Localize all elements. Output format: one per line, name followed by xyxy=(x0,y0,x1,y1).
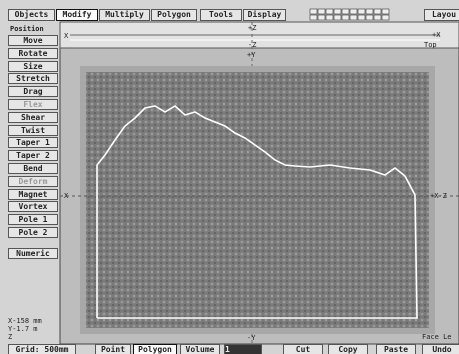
viewport-label: +Z xyxy=(248,24,256,32)
layer-cell[interactable] xyxy=(358,9,365,14)
layer-cell[interactable] xyxy=(350,9,357,14)
layer-cell[interactable] xyxy=(382,15,389,20)
coordinate-readout: Y-1.7 m xyxy=(8,325,38,333)
action-button[interactable]: Paste xyxy=(376,344,416,354)
tool-button[interactable]: Taper 2 xyxy=(8,150,58,161)
layer-cell[interactable] xyxy=(318,9,325,14)
layer-cell[interactable] xyxy=(334,9,341,14)
menu-tab[interactable]: Modify xyxy=(56,9,98,21)
numeric-button[interactable]: Numeric xyxy=(8,248,58,259)
viewport-label: +X xyxy=(432,31,440,39)
viewport-label: +Y xyxy=(247,51,255,59)
layer-cell[interactable] xyxy=(358,15,365,20)
layer-cell[interactable] xyxy=(374,15,381,20)
tool-button[interactable]: Vortex xyxy=(8,201,58,212)
layer-cell[interactable] xyxy=(326,15,333,20)
layer-cell[interactable] xyxy=(342,15,349,20)
menu-tab[interactable]: Polygon xyxy=(151,9,197,21)
layer-field[interactable]: 1 xyxy=(224,344,262,354)
tool-button[interactable]: Pole 1 xyxy=(8,214,58,225)
tool-group-label: Position xyxy=(10,25,44,33)
viewport-label: Face Le xyxy=(422,333,452,341)
coordinate-readout: Z xyxy=(8,333,12,341)
tool-button[interactable]: Pole 2 xyxy=(8,227,58,238)
layer-cell[interactable] xyxy=(374,9,381,14)
grid-size: Grid: 500mm xyxy=(8,344,76,354)
viewport-label: X xyxy=(64,192,68,200)
mode-button[interactable]: Polygon xyxy=(133,344,177,354)
tool-button[interactable]: Bend xyxy=(8,163,58,174)
action-button[interactable]: Undo xyxy=(422,344,459,354)
tool-button[interactable]: Taper 1 xyxy=(8,137,58,148)
layer-cell[interactable] xyxy=(334,15,341,20)
tool-button[interactable]: Shear xyxy=(8,112,58,123)
viewport-label: -Y xyxy=(247,334,255,342)
viewport-label: X xyxy=(64,32,68,40)
viewport-label: +X-Z xyxy=(430,192,447,200)
layout-button[interactable]: Layou xyxy=(424,9,459,21)
tool-button[interactable]: Stretch xyxy=(8,73,58,84)
menu-tab[interactable]: Display xyxy=(243,9,286,21)
mode-button[interactable]: Volume xyxy=(180,344,220,354)
tool-button[interactable]: Rotate xyxy=(8,48,58,59)
layer-cell[interactable] xyxy=(382,9,389,14)
layer-cell[interactable] xyxy=(326,9,333,14)
viewport-label: -Z xyxy=(248,41,256,49)
viewport-label: Top xyxy=(424,41,437,49)
layer-cell[interactable] xyxy=(366,9,373,14)
layer-cell[interactable] xyxy=(350,15,357,20)
tool-button[interactable]: Magnet xyxy=(8,189,58,200)
action-button[interactable]: Cut xyxy=(283,344,323,354)
tool-button[interactable]: Move xyxy=(8,35,58,46)
layer-grid[interactable] xyxy=(310,9,389,20)
tool-button[interactable]: Twist xyxy=(8,125,58,136)
viewport xyxy=(0,0,459,354)
layer-cell[interactable] xyxy=(310,15,317,20)
action-button[interactable]: Copy xyxy=(328,344,368,354)
menu-tab[interactable]: Multiply xyxy=(99,9,150,21)
menu-tab[interactable]: Tools xyxy=(200,9,242,21)
tool-button: Deform xyxy=(8,176,58,187)
layer-cell[interactable] xyxy=(318,15,325,20)
tool-button[interactable]: Drag xyxy=(8,86,58,97)
coordinate-readout: X-158 mm xyxy=(8,317,42,325)
layer-cell[interactable] xyxy=(366,15,373,20)
tool-button: Flex xyxy=(8,99,58,110)
layer-cell[interactable] xyxy=(342,9,349,14)
layer-cell[interactable] xyxy=(310,9,317,14)
menu-tab[interactable]: Objects xyxy=(8,9,55,21)
mode-button[interactable]: Point xyxy=(95,344,131,354)
tool-button[interactable]: Size xyxy=(8,61,58,72)
modeler-screen: ObjectsModifyMultiplyPolygonToolsDisplay… xyxy=(0,0,459,354)
